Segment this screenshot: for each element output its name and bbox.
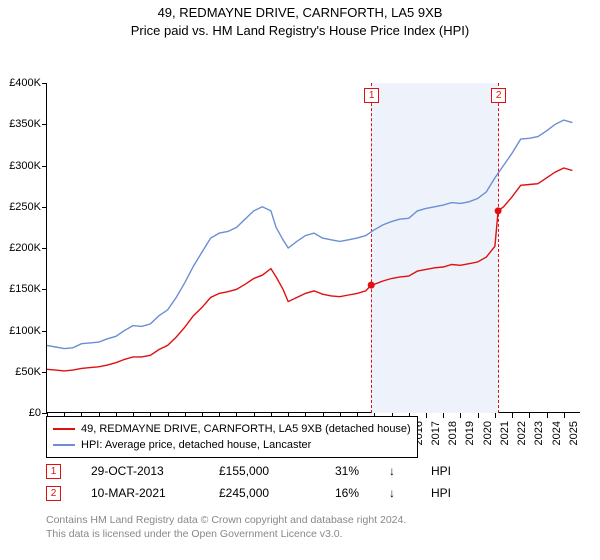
- footer-attribution: Contains HM Land Registry data © Crown c…: [46, 514, 406, 541]
- ytick-label: £250K: [3, 201, 41, 213]
- data-point-marker: [368, 282, 375, 289]
- xtick-line: [547, 413, 548, 418]
- down-arrow-icon: ↓: [389, 486, 401, 500]
- event-date: 10-MAR-2021: [91, 486, 189, 500]
- xtick-line: [512, 413, 513, 418]
- events-table: 1 29-OCT-2013 £155,000 31% ↓ HPI 2 10-MAR-2021 £…: [46, 460, 461, 504]
- ytick-label: £100K: [3, 325, 41, 337]
- xtick-line: [443, 413, 444, 418]
- xtick-line: [460, 413, 461, 418]
- xtick-label: 2024: [551, 421, 563, 451]
- xtick-line: [426, 413, 427, 418]
- ytick-label: £50K: [3, 366, 41, 378]
- event-number-box: 1: [46, 464, 61, 479]
- footer-line-2: This data is licensed under the Open Gov…: [46, 528, 406, 542]
- xtick-label: 2019: [464, 421, 476, 451]
- event-ref: HPI: [431, 464, 461, 478]
- down-arrow-icon: ↓: [389, 464, 401, 478]
- legend-label: 49, REDMAYNE DRIVE, CARNFORTH, LA5 9XB (…: [81, 423, 411, 435]
- xtick-label: 2022: [516, 421, 528, 451]
- event-table-row: 1 29-OCT-2013 £155,000 31% ↓ HPI: [46, 460, 461, 482]
- ytick-label: £300K: [3, 160, 41, 172]
- ytick-label: £200K: [3, 242, 41, 254]
- legend-box: 49, REDMAYNE DRIVE, CARNFORTH, LA5 9XB (…: [46, 416, 418, 458]
- ytick-label: £150K: [3, 283, 41, 295]
- event-ref: HPI: [431, 486, 461, 500]
- series-svg: [47, 83, 581, 413]
- xtick-line: [529, 413, 530, 418]
- event-pct: 16%: [319, 486, 359, 500]
- plot-area: £0£50K£100K£150K£200K£250K£300K£350K£400…: [46, 83, 580, 413]
- data-point-marker: [495, 207, 502, 214]
- title-line-1: 49, REDMAYNE DRIVE, CARNFORTH, LA5 9XB: [0, 4, 600, 22]
- xtick-label: 2018: [447, 421, 459, 451]
- event-price: £155,000: [219, 464, 289, 478]
- footer-line-1: Contains HM Land Registry data © Crown c…: [46, 514, 406, 528]
- event-date: 29-OCT-2013: [91, 464, 189, 478]
- xtick-label: 2021: [499, 421, 511, 451]
- event-table-row: 2 10-MAR-2021 £245,000 16% ↓ HPI: [46, 482, 461, 504]
- ytick-label: £0: [3, 407, 41, 419]
- legend-row: HPI: Average price, detached house, Lanc…: [53, 437, 411, 453]
- legend-swatch: [53, 428, 75, 430]
- chart-title-block: 49, REDMAYNE DRIVE, CARNFORTH, LA5 9XB P…: [0, 0, 600, 39]
- ytick-label: £400K: [3, 77, 41, 89]
- event-price: £245,000: [219, 486, 289, 500]
- legend-row: 49, REDMAYNE DRIVE, CARNFORTH, LA5 9XB (…: [53, 421, 411, 437]
- xtick-label: 2017: [430, 421, 442, 451]
- xtick-label: 2020: [482, 421, 494, 451]
- title-line-2: Price paid vs. HM Land Registry's House …: [0, 22, 600, 40]
- legend-label: HPI: Average price, detached house, Lanc…: [81, 439, 311, 451]
- event-number-box: 2: [46, 486, 61, 501]
- xtick-label: 2023: [533, 421, 545, 451]
- xtick-line: [495, 413, 496, 418]
- xtick-line: [478, 413, 479, 418]
- xtick-line: [564, 413, 565, 418]
- ytick-label: £350K: [3, 118, 41, 130]
- xtick-label: 2025: [568, 421, 580, 451]
- series-line-hpi: [47, 120, 572, 349]
- series-line-property: [47, 168, 572, 371]
- event-pct: 31%: [319, 464, 359, 478]
- legend-swatch: [53, 444, 75, 446]
